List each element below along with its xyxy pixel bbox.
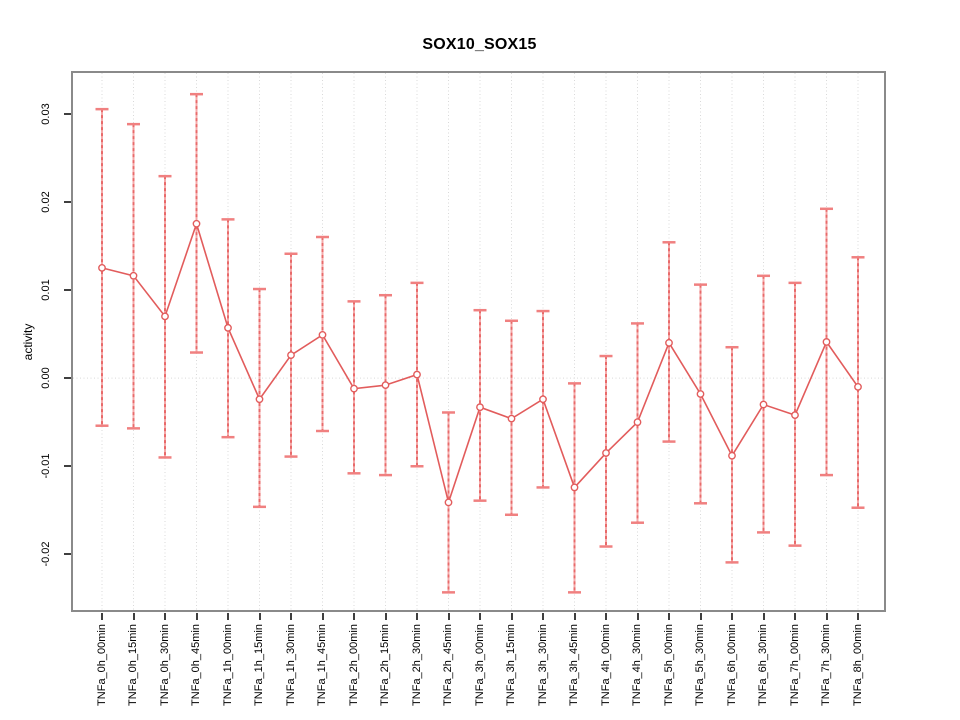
data-point xyxy=(98,263,106,272)
y-tick-label: -0.01 xyxy=(40,453,52,479)
x-tick-label: TNFa_0h_45min xyxy=(190,624,202,706)
x-tick-label: TNFa_5h_00min xyxy=(662,624,675,706)
data-layer-svg xyxy=(73,73,884,610)
data-point xyxy=(444,498,453,507)
data-point xyxy=(665,338,673,347)
x-axis-tick xyxy=(195,613,198,620)
y-axis-tick xyxy=(64,200,71,203)
data-point xyxy=(161,312,169,321)
x-axis-tick xyxy=(416,613,418,620)
data-point xyxy=(476,403,484,412)
x-axis-tick xyxy=(510,613,513,620)
x-tick-label: TNFa_1h_15min xyxy=(253,624,265,706)
x-axis-tick xyxy=(384,613,387,620)
x-tick-label: TNFa_2h_45min xyxy=(442,624,454,706)
x-axis-tick xyxy=(668,613,670,620)
x-axis-tick xyxy=(573,613,576,620)
data-point xyxy=(696,390,705,398)
y-tick-label: -0.02 xyxy=(40,541,52,567)
x-axis-tick xyxy=(164,613,166,620)
x-axis-tick xyxy=(857,613,859,620)
data-point xyxy=(602,449,610,457)
x-tick-label: TNFa_0h_15min xyxy=(127,624,139,706)
x-tick-label: TNFa_6h_30min xyxy=(757,624,769,706)
data-point xyxy=(791,411,799,420)
x-axis-tick xyxy=(101,613,103,620)
x-axis-tick xyxy=(825,613,828,620)
data-point xyxy=(381,381,390,390)
x-tick-label: TNFa_3h_30min xyxy=(536,624,549,706)
data-point xyxy=(413,370,421,379)
x-axis-tick xyxy=(258,613,261,620)
y-tick-label: 0.03 xyxy=(40,102,52,125)
plot-area xyxy=(71,71,886,612)
y-axis-tick xyxy=(64,288,71,291)
x-tick-label: TNFa_0h_00min xyxy=(95,624,108,706)
x-tick-label: TNFa_3h_15min xyxy=(505,624,517,706)
data-point xyxy=(287,351,295,360)
y-axis-tick xyxy=(64,465,71,468)
data-point xyxy=(129,271,138,280)
data-point xyxy=(822,338,831,346)
y-axis-label: activity xyxy=(21,323,35,361)
x-tick-label: TNFa_4h_00min xyxy=(599,624,612,706)
x-axis-tick xyxy=(542,613,544,620)
x-axis-tick xyxy=(731,613,733,620)
x-tick-label: TNFa_1h_45min xyxy=(316,624,328,706)
x-axis-tick xyxy=(321,613,324,620)
x-tick-label: TNFa_3h_45min xyxy=(568,624,580,706)
x-axis-tick xyxy=(353,613,355,620)
data-point xyxy=(633,418,642,427)
x-tick-label: TNFa_2h_00min xyxy=(347,624,360,706)
x-axis-tick xyxy=(290,613,292,620)
x-tick-label: TNFa_7h_30min xyxy=(820,624,832,706)
x-tick-label: TNFa_0h_30min xyxy=(158,624,171,706)
x-axis-tick xyxy=(605,613,607,620)
data-point xyxy=(224,323,232,332)
x-axis-tick xyxy=(132,613,135,620)
x-axis-tick xyxy=(479,613,481,620)
data-point xyxy=(350,384,358,393)
x-axis-tick xyxy=(762,613,765,620)
x-tick-label: TNFa_4h_30min xyxy=(631,624,643,706)
data-point xyxy=(192,219,201,228)
y-axis-tick xyxy=(64,377,71,380)
y-axis-tick xyxy=(64,112,71,115)
y-tick-label: 0.02 xyxy=(40,191,52,213)
data-point xyxy=(854,383,862,391)
x-tick-label: TNFa_2h_30min xyxy=(410,624,423,706)
x-tick-label: TNFa_5h_30min xyxy=(694,624,706,706)
x-axis-tick xyxy=(794,613,796,620)
x-axis-tick xyxy=(447,613,450,620)
data-point xyxy=(507,414,516,423)
y-axis-tick xyxy=(64,553,71,556)
data-point xyxy=(539,395,547,404)
x-tick-label: TNFa_3h_00min xyxy=(473,624,486,706)
x-axis-tick xyxy=(636,613,639,620)
x-tick-label: TNFa_1h_30min xyxy=(284,624,297,706)
y-tick-label: 0.00 xyxy=(40,367,52,389)
chart-title: SOX10_SOX15 xyxy=(422,36,537,53)
data-point xyxy=(255,395,264,404)
x-tick-label: TNFa_6h_00min xyxy=(725,624,738,706)
x-tick-label: TNFa_7h_00min xyxy=(788,624,801,706)
data-point xyxy=(759,400,768,409)
x-tick-label: TNFa_1h_00min xyxy=(221,624,234,706)
data-point xyxy=(318,330,327,339)
x-axis-tick xyxy=(227,613,229,620)
y-tick-label: 0.01 xyxy=(40,279,52,301)
data-point xyxy=(728,451,736,460)
x-tick-label: TNFa_8h_00min xyxy=(851,624,864,706)
x-axis-tick xyxy=(699,613,702,620)
data-point xyxy=(570,483,579,492)
x-tick-label: TNFa_2h_15min xyxy=(379,624,391,706)
